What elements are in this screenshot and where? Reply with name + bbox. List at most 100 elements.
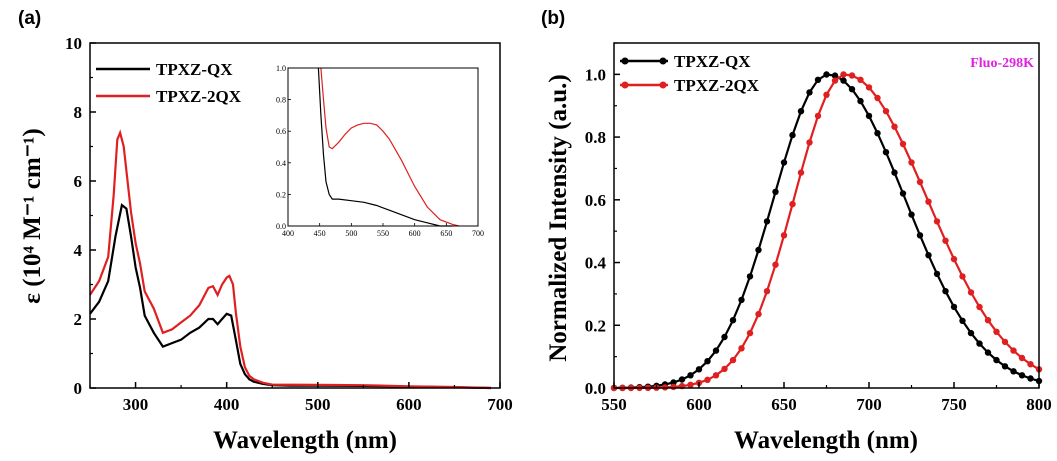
panel-a-frame <box>89 42 501 389</box>
data-point-tpxz-qx <box>1018 372 1026 379</box>
panel-b-y-ticks: 0.0 0.2 0.4 0.6 0.8 1.0 <box>585 42 620 398</box>
y-tick-label: 0.4 <box>585 254 607 273</box>
inset-x-tick-label: 700 <box>472 229 484 238</box>
data-point-tpxz-2qx <box>840 71 847 78</box>
x-tick-label: 300 <box>123 395 149 414</box>
panel-a-y-axis-title: ε (10⁴ M⁻¹ cm⁻¹) <box>19 128 46 303</box>
y-tick-label: 8 <box>74 103 83 122</box>
data-point-tpxz-qx <box>993 356 1000 364</box>
inset-y-tick-label: 0.6 <box>276 127 286 136</box>
data-point-tpxz-qx <box>899 190 907 197</box>
data-point-tpxz-qx <box>857 97 864 105</box>
data-point-tpxz-2qx <box>933 218 941 225</box>
data-point-tpxz-qx <box>721 333 728 341</box>
data-point-tpxz-qx <box>678 376 686 383</box>
data-point-tpxz-2qx <box>899 140 907 148</box>
series-line-tpxz-qx <box>613 73 1040 389</box>
data-point-tpxz-qx <box>976 340 983 347</box>
data-point-tpxz-qx <box>670 379 677 386</box>
data-point-tpxz-qx <box>1001 363 1009 370</box>
y-tick-label: 1.0 <box>585 65 606 84</box>
data-point-tpxz-2qx <box>772 261 779 268</box>
panel-b-x-ticks: 550 600 650 700 750 800 <box>601 382 1052 414</box>
legend-marker-b-tpxz-2qx <box>621 81 629 89</box>
panel-a-x-ticks: 300 400 500 600 700 <box>89 382 513 414</box>
fluo-annotation: Fluo-298K <box>970 56 1034 71</box>
inset-x-tick-label: 450 <box>314 229 326 238</box>
data-point-tpxz-qx <box>763 218 771 225</box>
panel-a: (a) 300 400 500 600 700 0 2 4 6 8 10 Wavelength (… <box>18 8 513 454</box>
data-point-tpxz-qx <box>1027 375 1034 382</box>
data-point-tpxz-2qx <box>670 383 677 391</box>
data-point-tpxz-qx <box>806 89 813 96</box>
inset-x-tick-label: 400 <box>282 229 294 238</box>
inset-plot-area <box>317 67 460 227</box>
data-point-tpxz-2qx <box>984 317 992 324</box>
data-point-tpxz-2qx <box>823 91 830 99</box>
y-tick-label: 0 <box>74 379 83 398</box>
data-point-tpxz-2qx <box>763 288 771 295</box>
legend-marker-b-tpxz-2qx <box>659 81 667 89</box>
data-point-tpxz-2qx <box>942 237 949 244</box>
data-point-tpxz-2qx <box>729 356 737 364</box>
data-point-tpxz-qx <box>789 131 796 139</box>
data-point-tpxz-qx <box>814 76 822 84</box>
data-point-tpxz-qx <box>797 108 805 115</box>
legend-label-tpxz-2qx: TPXZ-2QX <box>156 87 242 106</box>
data-point-tpxz-qx <box>1010 368 1017 375</box>
data-point-tpxz-qx <box>772 188 779 195</box>
data-point-tpxz-2qx <box>993 328 1000 335</box>
panel-b-plot-area <box>610 71 1043 392</box>
data-point-tpxz-qx <box>874 130 881 137</box>
data-point-tpxz-2qx <box>1027 361 1034 368</box>
data-point-tpxz-2qx <box>780 232 788 239</box>
data-point-tpxz-2qx <box>704 376 711 383</box>
panel-a-x-axis-title: Wavelength (nm) <box>213 427 397 454</box>
panel-a-label: (a) <box>18 8 41 29</box>
data-point-tpxz-2qx <box>721 365 728 373</box>
data-point-tpxz-2qx <box>1010 347 1017 354</box>
legend-label-tpxz-qx: TPXZ-QX <box>156 60 233 79</box>
data-point-tpxz-2qx <box>814 112 822 120</box>
data-point-tpxz-2qx <box>797 169 805 176</box>
data-point-tpxz-qx <box>823 71 830 78</box>
data-point-tpxz-qx <box>746 273 754 280</box>
data-point-tpxz-qx <box>729 317 737 324</box>
x-tick-label: 700 <box>856 395 882 414</box>
data-point-tpxz-qx <box>908 211 915 218</box>
x-tick-label: 550 <box>601 395 627 414</box>
data-point-tpxz-2qx <box>848 72 856 79</box>
x-tick-label: 650 <box>771 395 797 414</box>
panel-a-inset: 400 450 500 550 600 650 700 0.0 0.2 0.4 0.6 0.8 1.0 <box>276 64 484 238</box>
data-point-tpxz-2qx <box>865 84 873 91</box>
data-point-tpxz-2qx <box>789 200 796 208</box>
y-tick-label: 2 <box>74 310 83 329</box>
y-tick-label: 0.8 <box>585 128 606 147</box>
data-point-tpxz-qx <box>687 372 694 379</box>
y-tick-label: 0.0 <box>585 379 606 398</box>
x-tick-label: 700 <box>487 395 513 414</box>
series-line-tpxz-2qx <box>614 73 1040 390</box>
data-point-tpxz-2qx <box>746 329 754 337</box>
panel-b-label: (b) <box>541 8 565 29</box>
inset-y-ticks: 0.0 0.2 0.4 0.6 0.8 1.0 <box>276 64 291 231</box>
data-point-tpxz-2qx <box>950 255 958 263</box>
legend-label-b-tpxz-2qx: TPXZ-2QX <box>674 76 760 95</box>
panel-a-plot-area <box>89 129 491 390</box>
data-point-tpxz-2qx <box>959 273 966 280</box>
data-point-tpxz-2qx <box>882 108 890 115</box>
data-point-tpxz-2qx <box>738 345 745 352</box>
data-point-tpxz-qx <box>967 329 975 337</box>
data-point-tpxz-2qx <box>806 139 813 146</box>
series-line-tpxz-2qx <box>89 129 491 390</box>
inset-frame <box>287 67 479 227</box>
legend-marker-b-tpxz-qx <box>621 57 629 65</box>
panel-a-legend: TPXZ-QX TPXZ-2QX <box>96 60 242 106</box>
y-tick-label: 0.6 <box>585 191 606 210</box>
data-point-tpxz-qx <box>695 366 703 373</box>
data-point-tpxz-qx <box>712 347 720 354</box>
panel-b-y-axis-title: Normalized Intensity (a.u.) <box>545 74 572 361</box>
inset-y-tick-label: 1.0 <box>276 64 286 73</box>
y-tick-label: 6 <box>74 172 83 191</box>
